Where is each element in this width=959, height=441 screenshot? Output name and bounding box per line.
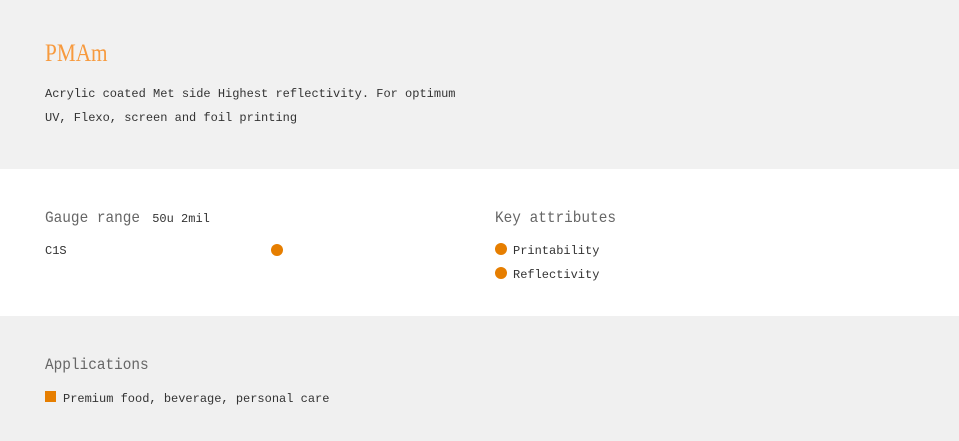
- product-description-line2: UV, Flexo, screen and foil printing: [45, 111, 298, 125]
- product-title: PMAm: [45, 40, 108, 67]
- application-item: Premium food, beverage, personal care: [63, 392, 330, 406]
- specs-section: Gauge range 50u 2mil C1S Key attributes …: [0, 169, 959, 316]
- gauge-range-value: 50u 2mil: [152, 212, 210, 226]
- gauge-marker-dot-icon: [271, 244, 283, 256]
- key-attribute-item: Reflectivity: [513, 268, 600, 282]
- key-attribute-item: Printability: [513, 244, 600, 258]
- gauge-range-heading: Gauge range: [45, 209, 141, 227]
- applications-heading: Applications: [45, 356, 149, 374]
- bullet-square-icon: [45, 391, 56, 402]
- gauge-range: Gauge range 50u 2mil: [45, 209, 210, 227]
- product-header: PMAm Acrylic coated Met side Highest ref…: [0, 0, 959, 169]
- product-description-line1: Acrylic coated Met side Highest reflecti…: [45, 87, 456, 101]
- bullet-dot-icon: [495, 267, 507, 279]
- key-attributes-heading: Key attributes: [495, 209, 616, 227]
- applications-section: Applications Premium food, beverage, per…: [0, 316, 959, 441]
- bullet-dot-icon: [495, 243, 507, 255]
- gauge-row-label: C1S: [45, 244, 67, 258]
